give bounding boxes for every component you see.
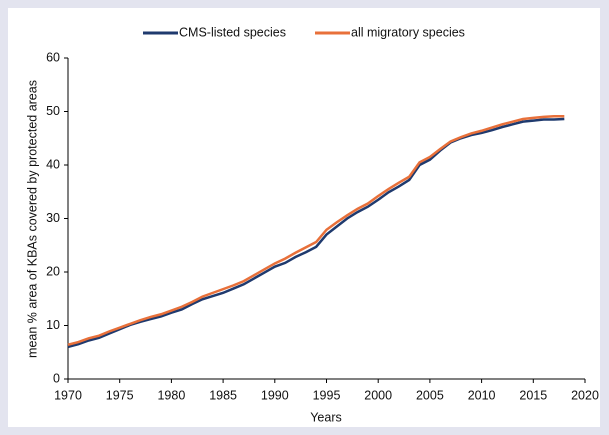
y-axis-label: mean % area of KBAs covered by protected… (25, 80, 39, 358)
x-tick-label: 2005 (416, 388, 444, 402)
y-tick-label: 50 (46, 104, 60, 118)
legend-label: CMS-listed species (179, 25, 286, 39)
x-tick-label: 2020 (571, 388, 599, 402)
legend-label: all migratory species (351, 25, 465, 39)
y-tick-label: 20 (46, 264, 60, 278)
x-axis-label: Years (310, 410, 342, 424)
x-tick-label: 2015 (519, 388, 547, 402)
series-line (67, 115, 565, 346)
y-tick-label: 0 (53, 371, 60, 385)
y-tick-label: 40 (46, 157, 60, 171)
x-tick-label: 1970 (54, 388, 82, 402)
x-tick-label: 1980 (157, 388, 185, 402)
x-tick-label: 2000 (364, 388, 392, 402)
y-tick-label: 60 (46, 50, 60, 64)
x-tick-label: 1990 (261, 388, 289, 402)
x-tick-label: 1995 (313, 388, 341, 402)
y-tick-label: 30 (46, 211, 60, 225)
x-tick-label: 1975 (106, 388, 134, 402)
x-tick-label: 1985 (209, 388, 237, 402)
x-tick-label: 2010 (468, 388, 496, 402)
series-line (67, 117, 565, 349)
chart-panel (8, 8, 600, 427)
y-tick-label: 10 (46, 318, 60, 332)
